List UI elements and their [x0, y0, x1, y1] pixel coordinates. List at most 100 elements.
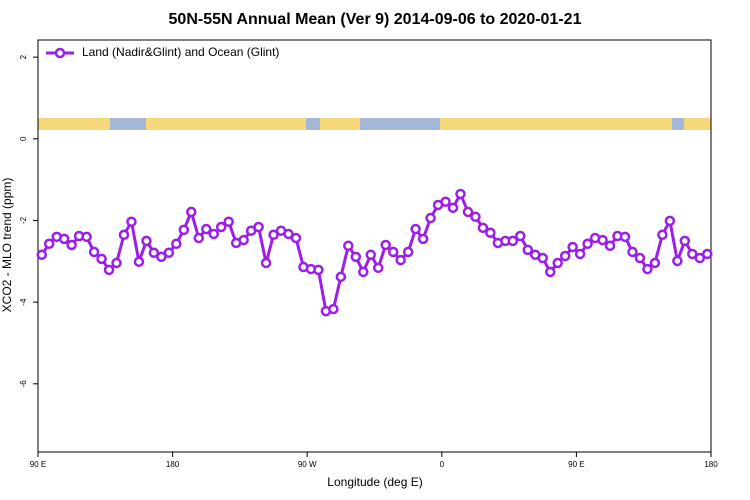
- data-point: [111, 257, 122, 269]
- data-point: [118, 229, 130, 241]
- data-point: [268, 229, 279, 241]
- data-point: [447, 202, 459, 214]
- data-point: [66, 239, 77, 251]
- data-point: [425, 212, 436, 224]
- data-point: [477, 222, 489, 234]
- data-point: [238, 234, 249, 246]
- x-tick-label: 180: [166, 460, 180, 469]
- data-point: [43, 238, 55, 250]
- data-point: [178, 224, 190, 236]
- data-point: [642, 263, 653, 275]
- data-point: [283, 228, 294, 240]
- data-point: [694, 252, 706, 264]
- data-point: [687, 248, 698, 260]
- data-point: [193, 232, 205, 244]
- data-point: [335, 271, 347, 283]
- data-point: [597, 234, 608, 246]
- x-tick-label: 90 W: [298, 460, 317, 469]
- data-point: [679, 235, 691, 247]
- data-point: [223, 216, 234, 227]
- data-point: [559, 250, 571, 262]
- y-tick-label: -4: [19, 298, 28, 306]
- data-point: [201, 223, 212, 235]
- data-point: [574, 248, 586, 260]
- data-point: [672, 255, 683, 267]
- data-point: [522, 244, 534, 256]
- y-tick-label: -6: [19, 380, 28, 388]
- data-point: [649, 257, 661, 269]
- data-point: [619, 231, 631, 243]
- chart-title: 50N-55N Annual Mean (Ver 9) 2014-09-06 t…: [169, 11, 582, 28]
- data-point: [380, 239, 391, 251]
- data-point: [290, 232, 302, 244]
- data-point: [552, 257, 563, 269]
- data-point: [253, 221, 264, 233]
- x-axis-label: Longitude (deg E): [327, 475, 422, 489]
- data-point: [387, 246, 399, 258]
- x-tick-label: 180: [704, 460, 718, 469]
- legend-label: Land (Nadir&Glint) and Ocean (Glint): [82, 45, 279, 59]
- land-band: [684, 118, 711, 130]
- data-point: [58, 233, 70, 245]
- data-point: [417, 233, 429, 245]
- y-tick-label: 0: [19, 136, 28, 141]
- data-point: [126, 216, 137, 227]
- data-point: [215, 221, 227, 233]
- land-band: [146, 118, 306, 130]
- data-point: [485, 227, 496, 238]
- x-tick-label: 0: [440, 460, 445, 469]
- data-point: [604, 240, 616, 252]
- data-point: [365, 249, 377, 261]
- data-point: [350, 251, 362, 263]
- data-point: [664, 215, 676, 227]
- data-point: [455, 188, 466, 200]
- x-tick-label: 90 E: [568, 460, 584, 469]
- data-point: [634, 252, 646, 264]
- data-point: [103, 264, 115, 276]
- data-point: [395, 254, 406, 266]
- data-point: [358, 266, 369, 278]
- data-point: [96, 253, 107, 265]
- data-point: [627, 246, 638, 258]
- x-tick-label: 90 E: [30, 460, 46, 469]
- data-point: [156, 251, 167, 263]
- data-point: [81, 231, 92, 243]
- data-point: [440, 196, 451, 207]
- data-point: [88, 246, 100, 258]
- land-band: [38, 118, 110, 130]
- data-point: [582, 238, 593, 250]
- data-point: [260, 257, 272, 269]
- data-point: [372, 262, 384, 274]
- data-point: [515, 230, 526, 242]
- data-point: [313, 264, 324, 276]
- data-point: [462, 206, 474, 218]
- data-point: [702, 248, 713, 260]
- data-point: [36, 249, 47, 261]
- data-point: [343, 240, 354, 252]
- land-band: [440, 118, 672, 130]
- y-axis-label: XCO2 - MLO trend (ppm): [0, 178, 14, 313]
- data-point: [186, 206, 197, 218]
- y-tick-label: -2: [19, 216, 28, 224]
- data-point: [208, 228, 219, 240]
- legend-marker: [54, 47, 66, 59]
- y-tick-label: 2: [19, 54, 28, 59]
- plot-frame: [37, 39, 712, 453]
- data-point: [402, 246, 414, 258]
- data-point: [544, 266, 556, 278]
- land-band: [320, 118, 360, 130]
- data-point: [148, 247, 160, 258]
- data-point: [163, 247, 175, 258]
- data-point: [567, 241, 578, 253]
- data-point: [171, 238, 182, 250]
- data-point: [141, 235, 152, 247]
- data-point: [507, 235, 519, 247]
- data-point: [470, 211, 481, 223]
- data-point: [657, 229, 668, 241]
- land-ocean-strip: [38, 118, 711, 130]
- data-point: [328, 303, 339, 315]
- data-point: [410, 223, 421, 235]
- data-point: [133, 256, 145, 267]
